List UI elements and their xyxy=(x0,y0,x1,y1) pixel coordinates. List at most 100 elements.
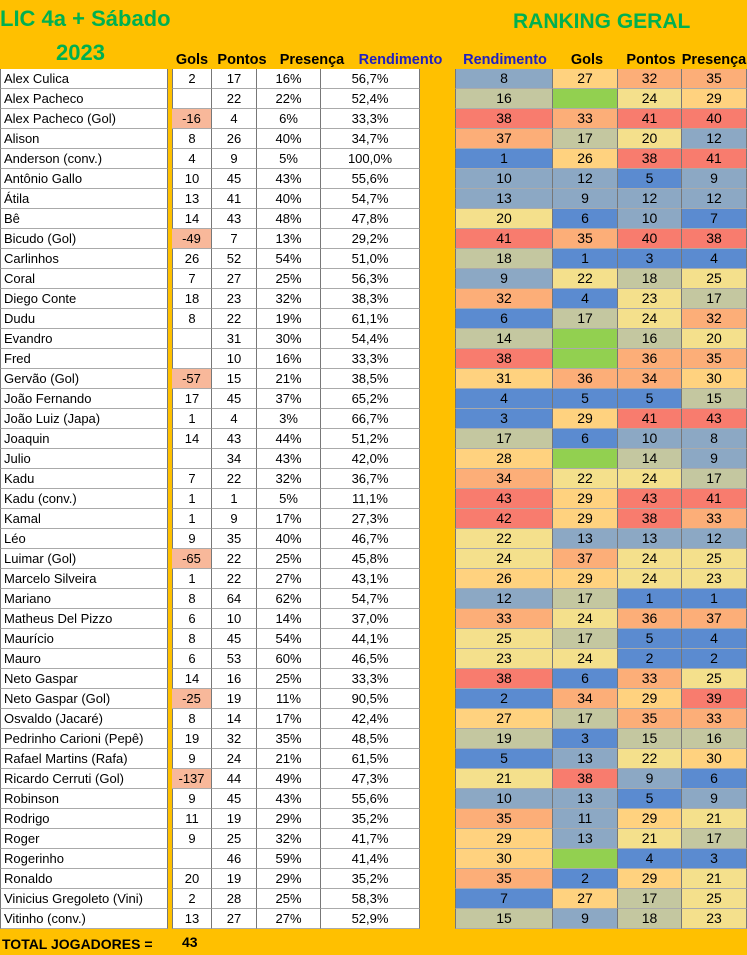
cell-rendimento: 41,4% xyxy=(321,849,420,869)
cell-gap xyxy=(168,249,172,269)
rank-presenca: 25 xyxy=(682,889,747,909)
rank-pontos: 16 xyxy=(618,329,682,349)
rank-gols: 13 xyxy=(553,789,618,809)
rank-pontos: 23 xyxy=(618,289,682,309)
rank-gols: 9 xyxy=(553,909,618,929)
cell-gols: 7 xyxy=(172,269,212,289)
rank-gols: 34 xyxy=(553,689,618,709)
rank-rendimento: 42 xyxy=(455,509,553,529)
cell-rendimento: 33,3% xyxy=(321,669,420,689)
rank-gols: 36 xyxy=(553,369,618,389)
cell-rendimento: 61,1% xyxy=(321,309,420,329)
cell-presenca: 25% xyxy=(257,269,321,289)
ranking-row: 8 27 32 35 xyxy=(455,69,747,89)
cell-rendimento: 52,4% xyxy=(321,89,420,109)
ranking-row: 22 13 13 12 xyxy=(455,529,747,549)
cell-gap xyxy=(168,109,172,129)
cell-gols: -49 xyxy=(172,229,212,249)
table-row: Ronaldo 20 19 29% 35,2% xyxy=(0,869,420,889)
cell-rendimento: 90,5% xyxy=(321,689,420,709)
header-rank-gols: Gols xyxy=(570,52,604,68)
cell-gap xyxy=(168,389,172,409)
cell-pontos: 19 xyxy=(212,869,257,889)
rank-pontos: 24 xyxy=(618,569,682,589)
table-row: Alex Pacheco (Gol) -16 4 6% 33,3% xyxy=(0,109,420,129)
ranking-row: 10 13 5 9 xyxy=(455,789,747,809)
cell-gap xyxy=(168,429,172,449)
rank-rendimento: 8 xyxy=(455,69,553,89)
rank-rendimento: 7 xyxy=(455,889,553,909)
ranking-row: 25 17 5 4 xyxy=(455,629,747,649)
rank-rendimento: 33 xyxy=(455,609,553,629)
cell-rendimento: 55,6% xyxy=(321,169,420,189)
cell-presenca: 21% xyxy=(257,369,321,389)
cell-pontos: 34 xyxy=(212,449,257,469)
rank-gols xyxy=(553,449,618,469)
cell-gols: 9 xyxy=(172,789,212,809)
cell-gap xyxy=(168,609,172,629)
cell-presenca: 54% xyxy=(257,249,321,269)
player-name: Antônio Gallo xyxy=(0,169,168,189)
cell-gap xyxy=(168,129,172,149)
rank-pontos: 18 xyxy=(618,909,682,929)
cell-presenca: 43% xyxy=(257,789,321,809)
rank-gols xyxy=(553,349,618,369)
cell-gap xyxy=(168,589,172,609)
rank-rendimento: 3 xyxy=(455,409,553,429)
ranking-row: 42 29 38 33 xyxy=(455,509,747,529)
rank-pontos: 41 xyxy=(618,109,682,129)
cell-pontos: 43 xyxy=(212,429,257,449)
rank-pontos: 43 xyxy=(618,489,682,509)
cell-gap xyxy=(168,909,172,929)
rank-presenca: 40 xyxy=(682,109,747,129)
cell-presenca: 16% xyxy=(257,349,321,369)
rank-gols: 4 xyxy=(553,289,618,309)
player-name: Roger xyxy=(0,829,168,849)
cell-pontos: 25 xyxy=(212,829,257,849)
cell-presenca: 11% xyxy=(257,689,321,709)
ranking-row: 7 27 17 25 xyxy=(455,889,747,909)
cell-pontos: 43 xyxy=(212,209,257,229)
rank-gols: 6 xyxy=(553,429,618,449)
ranking-row: 26 29 24 23 xyxy=(455,569,747,589)
player-name: Rodrigo xyxy=(0,809,168,829)
rank-gols: 27 xyxy=(553,889,618,909)
cell-pontos: 22 xyxy=(212,549,257,569)
rank-presenca: 4 xyxy=(682,629,747,649)
cell-gap xyxy=(168,229,172,249)
cell-gap xyxy=(168,729,172,749)
rank-presenca: 17 xyxy=(682,469,747,489)
cell-rendimento: 52,9% xyxy=(321,909,420,929)
ranking-row: 38 33 41 40 xyxy=(455,109,747,129)
rank-rendimento: 43 xyxy=(455,489,553,509)
player-name: Vitinho (conv.) xyxy=(0,909,168,929)
rank-rendimento: 22 xyxy=(455,529,553,549)
rank-rendimento: 15 xyxy=(455,909,553,929)
cell-presenca: 40% xyxy=(257,189,321,209)
player-name: Alison xyxy=(0,129,168,149)
rank-gols: 22 xyxy=(553,269,618,289)
rank-rendimento: 16 xyxy=(455,89,553,109)
cell-pontos: 10 xyxy=(212,349,257,369)
player-name: Fred xyxy=(0,349,168,369)
cell-rendimento: 51,0% xyxy=(321,249,420,269)
cell-rendimento: 58,3% xyxy=(321,889,420,909)
cell-presenca: 3% xyxy=(257,409,321,429)
table-row: Mariano 8 64 62% 54,7% xyxy=(0,589,420,609)
cell-presenca: 13% xyxy=(257,229,321,249)
cell-pontos: 28 xyxy=(212,889,257,909)
cell-presenca: 25% xyxy=(257,889,321,909)
cell-gap xyxy=(168,369,172,389)
cell-gols: -25 xyxy=(172,689,212,709)
rank-pontos: 18 xyxy=(618,269,682,289)
cell-gap xyxy=(168,689,172,709)
rank-gols: 13 xyxy=(553,829,618,849)
header-presenca: Presença xyxy=(279,52,345,68)
player-name: Alex Pacheco xyxy=(0,89,168,109)
rank-gols: 24 xyxy=(553,649,618,669)
cell-rendimento: 54,4% xyxy=(321,329,420,349)
player-name: Kadu (conv.) xyxy=(0,489,168,509)
cell-gap xyxy=(168,489,172,509)
rank-presenca: 16 xyxy=(682,729,747,749)
player-name: Luimar (Gol) xyxy=(0,549,168,569)
